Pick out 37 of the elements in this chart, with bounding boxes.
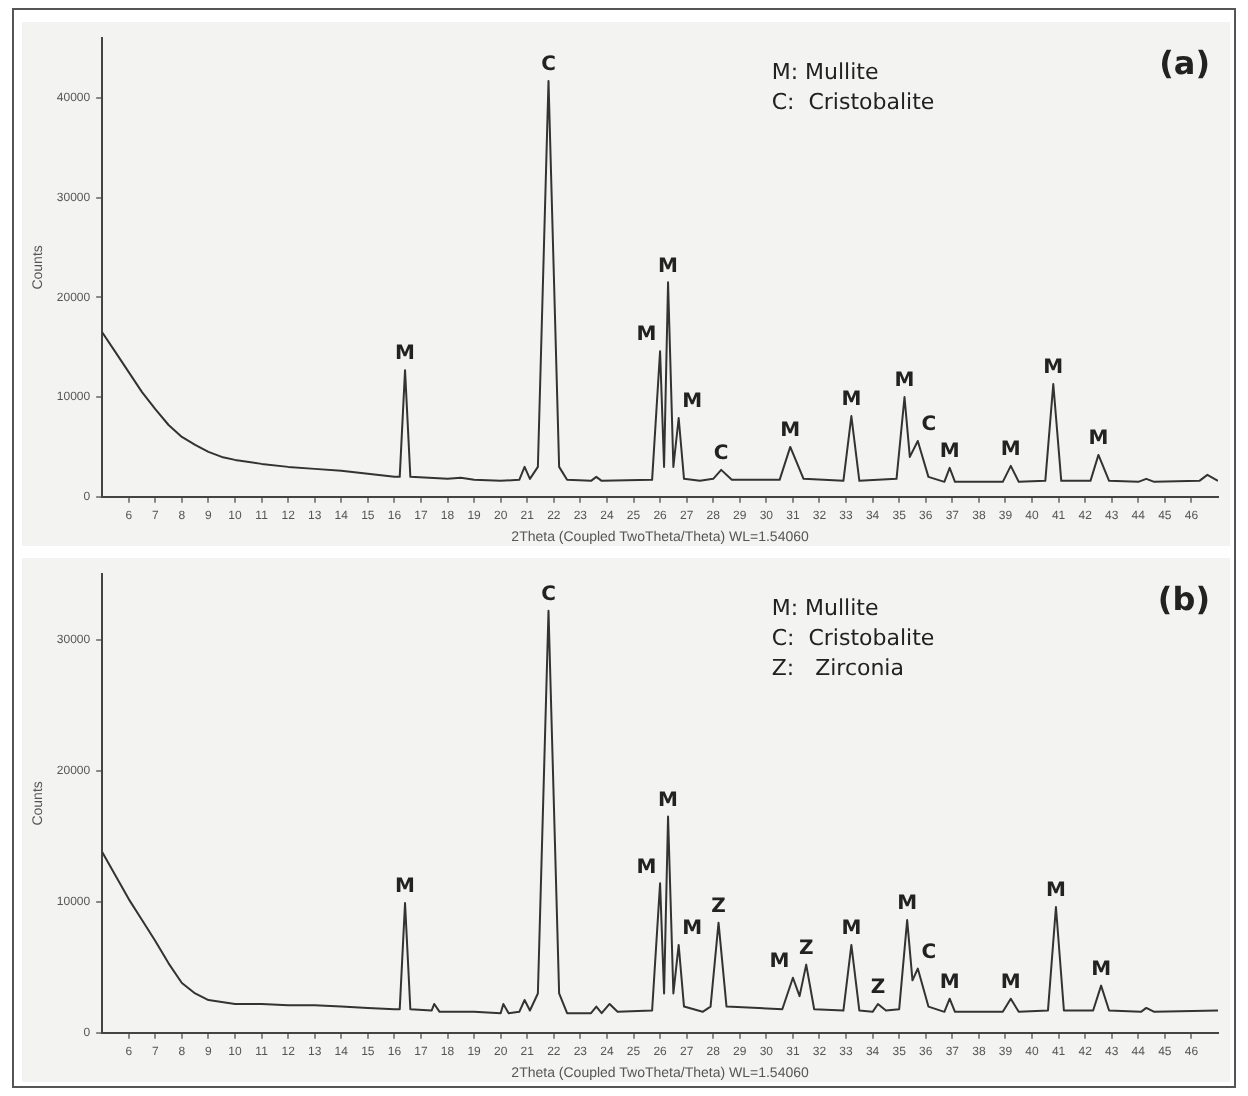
annotation: M — [769, 950, 790, 973]
annotation: M — [1088, 428, 1109, 451]
annotation: C — [541, 54, 556, 77]
annotation: M — [682, 391, 703, 414]
annotation: M — [636, 324, 657, 347]
annotation: C: Cristobalite — [771, 624, 935, 651]
annotation: M: Mullite — [771, 594, 879, 621]
annotation: Z — [711, 895, 726, 918]
annotation: M: Mullite — [771, 58, 879, 85]
chart-title: (a) — [1159, 44, 1210, 83]
annotation: Z: Zirconia — [771, 654, 904, 681]
annotation: M — [1000, 971, 1021, 994]
annotation: M — [1043, 357, 1064, 380]
annotation: M — [897, 893, 918, 916]
annotation: C: Cristobalite — [771, 88, 935, 115]
annotation: M — [636, 856, 657, 879]
annotation: M — [682, 918, 703, 941]
annotation: M — [1000, 439, 1021, 462]
annotation: M — [395, 876, 416, 899]
annotation: C — [713, 443, 729, 466]
annotation: M — [658, 255, 679, 278]
annotation: Z — [798, 937, 814, 960]
annotation: M — [939, 971, 960, 994]
annotation: M — [1045, 880, 1066, 903]
annotation: M — [841, 389, 862, 412]
annotation: M — [939, 441, 960, 464]
annotation: M — [658, 789, 679, 812]
annotation: C — [541, 583, 556, 606]
annotation: C — [921, 941, 937, 964]
annotation: M — [841, 918, 862, 941]
annotation: M — [894, 370, 915, 393]
annotation: M — [395, 343, 416, 366]
annotation: M — [1091, 958, 1112, 981]
annotation: C — [921, 414, 937, 437]
chart-title: (b) — [1157, 580, 1210, 619]
annotation: M — [780, 420, 801, 443]
annotation: Z — [870, 977, 886, 1000]
